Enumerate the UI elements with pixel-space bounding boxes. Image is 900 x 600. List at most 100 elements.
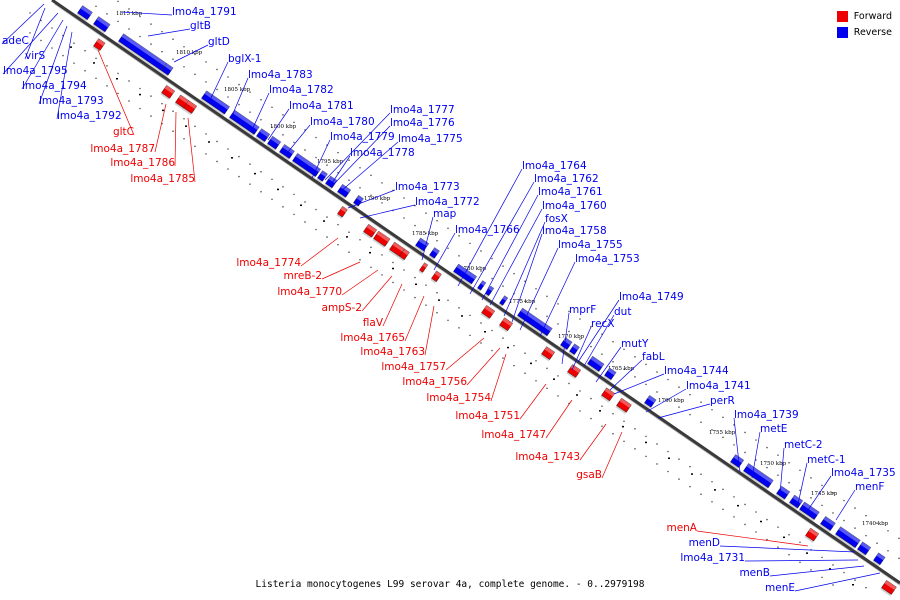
gene-label: bglX-1 [228, 53, 261, 65]
reverse-gene[interactable] [336, 184, 352, 200]
legend-item-reverse: Reverse [836, 24, 892, 40]
gene-label: lmo4a_1795 [3, 65, 68, 77]
reverse-gene[interactable] [872, 552, 886, 567]
forward-gene[interactable] [600, 387, 616, 403]
forward-gene[interactable] [480, 305, 496, 321]
reverse-gene[interactable] [788, 494, 804, 510]
forward-gene[interactable] [498, 317, 514, 333]
gene-label: gltD [208, 36, 230, 48]
gene-label: lmo4a_1778 [350, 147, 415, 159]
gene-label: flaV [363, 317, 384, 329]
reverse-gene[interactable] [834, 526, 861, 550]
gene-label: lmo4a_1785 [130, 173, 195, 185]
gene-label: lmo4a_1766 [455, 224, 520, 236]
forward-gene[interactable] [362, 223, 378, 239]
reverse-gene[interactable] [586, 355, 605, 374]
reverse-gene[interactable] [324, 175, 338, 190]
reverse-gene[interactable] [603, 367, 617, 382]
reverse-gene[interactable] [228, 109, 260, 137]
reverse-gene[interactable] [498, 295, 509, 307]
forward-gene[interactable] [372, 230, 391, 249]
gene-label: lmo4a_1753 [575, 253, 640, 265]
reverse-gene[interactable] [160, 63, 174, 77]
legend-label-reverse: Reverse [853, 26, 892, 38]
tick-label: 1755 kbp [709, 430, 736, 436]
tick-label: 1810 kbp [176, 50, 203, 56]
legend-label-forward: Forward [853, 10, 892, 22]
gene-label: lmo4a_1770 [277, 286, 342, 298]
gene-label: metE [760, 423, 787, 435]
reverse-gene[interactable] [117, 33, 167, 73]
tick-label: 1790 kbp [364, 196, 391, 202]
gene-labels: lmo4a_1791 gltB gltD adeC virS lmo4a_1795 lmo4… [2, 6, 896, 594]
forward-gene[interactable] [880, 580, 897, 597]
tick-label: 1770 kbp [558, 334, 585, 340]
forward-gene[interactable] [92, 38, 106, 53]
forward-gene[interactable] [388, 241, 405, 258]
reverse-gene[interactable] [255, 128, 271, 144]
grid-dots [29, 0, 900, 589]
forward-gene[interactable] [615, 397, 632, 414]
reverse-gene[interactable] [476, 280, 487, 292]
reverse-gene[interactable] [568, 343, 580, 357]
gene-label: mutY [621, 338, 649, 350]
reverse-gene[interactable] [266, 135, 282, 151]
gene-label: menF [855, 481, 884, 493]
gene-label: lmo4a_1739 [734, 409, 799, 421]
forward-gene[interactable] [160, 85, 176, 101]
reverse-gene[interactable] [200, 90, 230, 116]
reverse-gene[interactable] [92, 16, 111, 34]
forward-gene[interactable] [336, 206, 348, 219]
gene-label: recX [591, 318, 615, 330]
tick-label: 1745 kbp [811, 491, 838, 497]
reverse-gene[interactable] [798, 501, 820, 522]
reverse-gene[interactable] [278, 144, 295, 161]
reverse-gene[interactable] [484, 285, 495, 298]
gene-label: lmo4a_1774 [236, 257, 301, 269]
forward-gene[interactable] [566, 364, 582, 380]
gene-label: lmo4a_1747 [481, 429, 546, 441]
gene-label: menD [689, 537, 720, 549]
reverse-gene[interactable] [856, 541, 872, 557]
gene-label: gltB [190, 20, 211, 32]
forward-gene[interactable] [540, 346, 556, 362]
reverse-gene[interactable] [291, 153, 321, 179]
gene-label: lmo4a_1776 [390, 117, 455, 129]
forward-gene[interactable] [182, 100, 198, 116]
gene-label: lmo4a_1783 [248, 69, 313, 81]
gene-label: lmo4a_1754 [426, 392, 491, 404]
reverse-gene[interactable] [559, 337, 573, 352]
gene-label: lmo4a_1772 [415, 196, 480, 208]
reverse-gene[interactable] [819, 516, 836, 533]
gene-features[interactable] [76, 5, 897, 597]
reverse-gene[interactable] [76, 5, 93, 22]
gene-label: lmo4a_1787 [90, 143, 155, 155]
gene-label: lmo4a_1757 [381, 361, 446, 373]
gene-label: lmo4a_1780 [310, 116, 375, 128]
gene-label: lmo4a_1781 [289, 100, 354, 112]
forward-gene[interactable] [430, 270, 442, 284]
label-leaders [1, 3, 881, 592]
reverse-gene[interactable] [316, 170, 328, 184]
gene-label: lmo4a_1792 [57, 110, 122, 122]
reverse-gene[interactable] [742, 463, 774, 490]
gene-label: lmo4a_1775 [398, 133, 463, 145]
gene-label: metC-2 [784, 439, 823, 451]
gene-label: lmo4a_1786 [110, 157, 175, 169]
gene-label: lmo4a_1765 [340, 332, 405, 344]
gene-label: lmo4a_1791 [172, 6, 237, 18]
gene-label: lmo4a_1782 [269, 84, 334, 96]
reverse-gene[interactable] [428, 247, 440, 261]
reverse-gene[interactable] [643, 395, 657, 409]
gene-label: lmo4a_1751 [455, 410, 520, 422]
tick-label: 1785 kbp [412, 231, 439, 237]
reverse-gene[interactable] [775, 485, 791, 501]
gene-label: lmo4a_1743 [515, 451, 580, 463]
tick-label: 1775 kbp [509, 299, 536, 305]
gene-label: fosX [545, 213, 568, 225]
reverse-swatch [836, 26, 848, 38]
forward-gene[interactable] [418, 262, 429, 274]
forward-gene[interactable] [398, 248, 410, 262]
forward-gene[interactable] [804, 527, 820, 543]
genome-caption: Listeria monocytogenes L99 serovar 4a, c… [255, 579, 645, 590]
